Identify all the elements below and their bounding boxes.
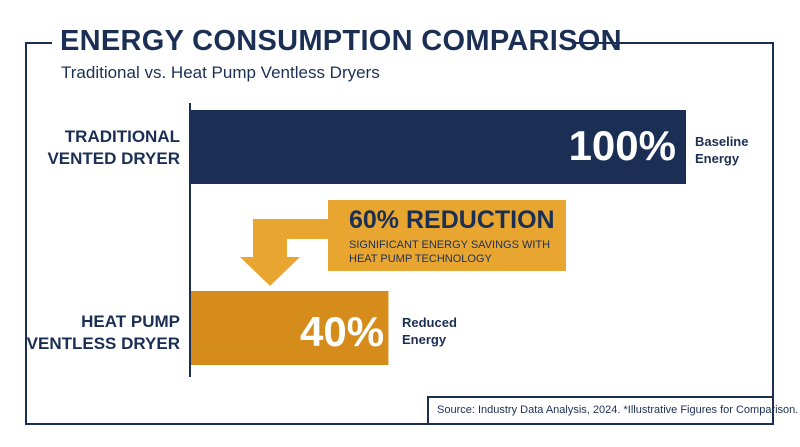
frame-right [772,42,774,425]
callout-title: 60% REDUCTION [349,206,555,234]
category-label-heat-pump: HEAT PUMP VENTLESS DRYER [26,312,180,353]
chart-subtitle: Traditional vs. Heat Pump Ventless Dryer… [61,63,380,82]
bar-value-label-heat-pump: 40% [300,308,385,355]
bar-note-baseline: Baseline Energy [695,134,749,166]
category-axis [189,103,191,377]
frame-left [25,42,27,425]
frame-top-right [576,42,774,44]
reduction-callout: 60% REDUCTION SIGNIFICANT ENERGY SAVINGS… [328,200,566,271]
bar-value-label-traditional: 100% [568,122,676,169]
callout-text: SIGNIFICANT ENERGY SAVINGS WITH HEAT PUM… [349,239,551,265]
reduction-arrow [240,219,330,286]
bar-heat-pump [190,291,389,365]
category-label-traditional: TRADITIONAL VENTED DRYER [47,127,180,168]
source-box: Source: Industry Data Analysis, 2024. *I… [427,396,798,425]
bar-note-reduced: Reduced Energy [402,315,457,347]
frame-top-left [25,42,52,44]
bar-traditional [190,110,686,184]
chart-title: ENERGY CONSUMPTION COMPARISON [60,25,622,57]
source-note: Source: Industry Data Analysis, 2024. *I… [437,404,799,416]
frame-bottom [25,423,774,425]
